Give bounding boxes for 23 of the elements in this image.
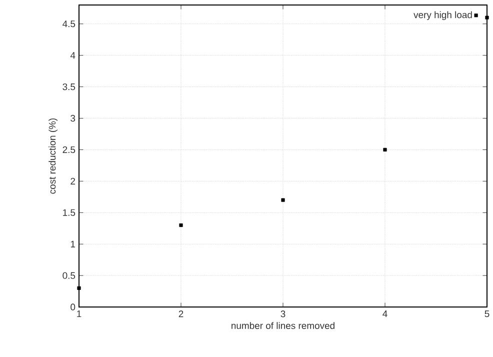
y-tick-label: 0.5 [62, 272, 76, 279]
point [485, 16, 489, 20]
x-tick-label: 1 [77, 310, 82, 318]
legend-label: very high load [414, 11, 472, 20]
y-tick-label: 1.5 [63, 209, 76, 216]
y-tick-label: 4.5 [62, 20, 76, 28]
y-axis-title: cost reduction (%) [48, 118, 58, 194]
x-tick-label: 2 [178, 310, 184, 318]
x-axis-title: number of lines removed [232, 322, 334, 330]
x-tick-label: 3 [280, 310, 286, 318]
y-tick-label: 0 [70, 304, 76, 310]
y-tick-label: 1 [70, 240, 76, 248]
point [179, 223, 183, 227]
point [281, 198, 285, 202]
y-tick-label: 4 [70, 52, 76, 59]
x-tick-label: 4 [382, 310, 388, 318]
y-tick-label: 2 [70, 178, 76, 184]
y-tick-label: 2.5 [62, 146, 76, 154]
point [77, 286, 81, 290]
y-tick-label: 3.5 [62, 83, 76, 90]
y-tick-label: 3 [70, 114, 76, 122]
point [383, 148, 387, 152]
x-tick-label: 5 [484, 310, 490, 318]
